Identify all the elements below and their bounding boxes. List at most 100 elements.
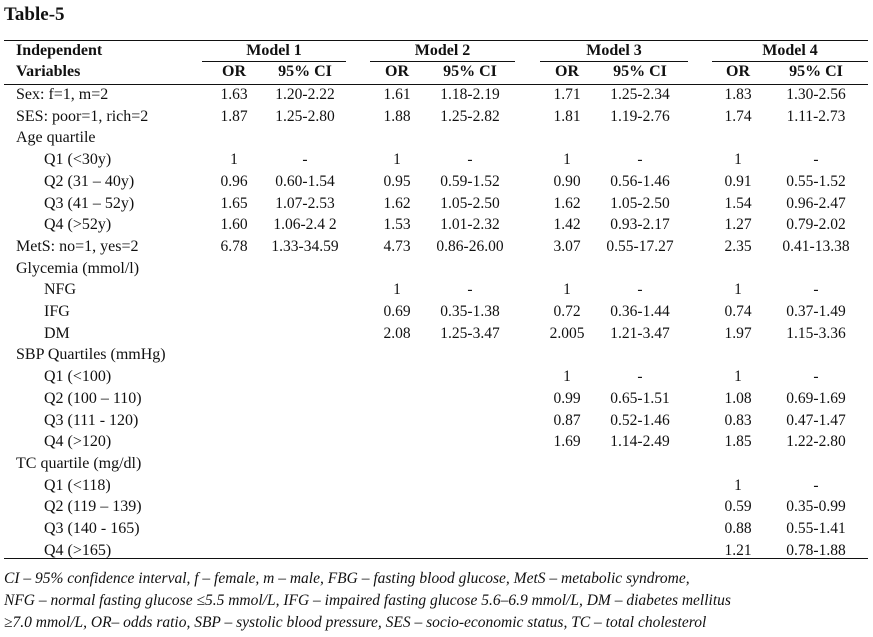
row-label: Q2 (100 – 110) [44, 389, 142, 407]
ci-column-header: 95% CI [278, 63, 332, 80]
or-value: 0.74 [724, 303, 752, 320]
ci-value: 0.37-1.49 [786, 303, 846, 320]
ci-value: 0.96-2.47 [786, 194, 846, 212]
model-header: Model 2 [414, 42, 471, 59]
or-value: 1.53 [383, 216, 411, 234]
or-value: 1.87 [220, 107, 248, 125]
or-value: 1 [734, 281, 742, 299]
or-value: 1 [563, 368, 571, 386]
row-label: SES: poor=1, rich=2 [16, 107, 149, 125]
variables-header-line1: Independent [16, 42, 103, 59]
or-value: 2.005 [549, 324, 585, 342]
model-header: Model 1 [246, 42, 302, 59]
ci-value: 1.25-2.34 [610, 86, 670, 103]
ci-value: 0.52-1.46 [610, 411, 670, 429]
ci-value: 0.55-1.52 [786, 172, 846, 190]
model-group-rule [370, 61, 515, 62]
or-value: 0.87 [553, 411, 581, 429]
or-value: 0.96 [220, 172, 248, 190]
ci-value: 1.01-2.32 [440, 216, 500, 234]
ci-value: 0.55-1.41 [786, 520, 846, 537]
or-value: 1 [734, 476, 742, 494]
or-value: 0.72 [553, 303, 581, 320]
or-value: 0.95 [383, 172, 411, 190]
ci-value: 1.14-2.49 [610, 433, 670, 451]
ci-value: 1.25-3.47 [440, 324, 500, 342]
or-value: 1.27 [724, 216, 752, 234]
ci-value: 0.69-1.69 [786, 389, 846, 407]
variables-header-line2: Variables [16, 63, 81, 80]
or-value: 1.54 [724, 194, 752, 212]
ci-value: - [302, 151, 308, 169]
ci-value: 1.25-2.80 [275, 107, 335, 125]
ci-value: 0.60-1.54 [275, 172, 335, 190]
or-value: 1.88 [383, 107, 411, 125]
or-value: 1.85 [724, 433, 752, 451]
or-value: 2.08 [383, 324, 411, 342]
row-label: SBP Quartiles (mmHg) [16, 346, 166, 364]
ci-value: 1.20-2.22 [275, 86, 335, 103]
ci-value: - [467, 281, 473, 299]
ci-value: 0.35-0.99 [786, 498, 846, 516]
row-label: DM [44, 324, 70, 342]
ci-value: 1.19-2.76 [610, 107, 670, 125]
or-value: 1.60 [220, 216, 248, 234]
top-rule [4, 40, 868, 41]
or-value: 1.74 [724, 107, 752, 125]
ci-value: 1.30-2.56 [786, 86, 846, 103]
ci-value: - [813, 281, 819, 299]
ci-value: - [637, 151, 643, 169]
footnote-line: NFG – normal fasting glucose ≤5.5 mmol/L… [4, 592, 731, 609]
ci-value: 0.56-1.46 [610, 172, 670, 190]
ci-value: 1.33-34.59 [271, 237, 339, 255]
footnote-line: CI – 95% confidence interval, f – female… [4, 570, 690, 587]
header-rule [4, 84, 868, 85]
or-value: 4.73 [383, 237, 411, 255]
ci-value: - [637, 368, 643, 386]
row-label: MetS: no=1, yes=2 [16, 237, 139, 255]
or-value: 1.62 [383, 194, 411, 212]
or-column-header: OR [385, 63, 409, 80]
ci-value: - [813, 151, 819, 169]
ci-value: 1.07-2.53 [275, 194, 335, 212]
row-label: Glycemia (mmol/l) [16, 259, 140, 277]
ci-value: 1.15-3.36 [786, 324, 846, 342]
row-label: Q1 (<100) [44, 368, 112, 386]
row-label: Q3 (111 - 120) [44, 411, 139, 429]
or-value: 1.63 [220, 86, 248, 103]
row-label: IFG [44, 303, 70, 320]
or-value: 1 [734, 368, 742, 386]
row-label: Q2 (31 – 40y) [44, 172, 135, 190]
or-value: 1.61 [383, 86, 411, 103]
ci-value: 0.47-1.47 [786, 411, 846, 429]
ci-value: 0.35-1.38 [440, 303, 500, 320]
or-value: 0.83 [724, 411, 752, 429]
or-value: 0.88 [724, 520, 752, 537]
or-value: 6.78 [220, 237, 248, 255]
ci-value: 1.21-3.47 [610, 324, 670, 342]
ci-value: 0.36-1.44 [610, 303, 670, 320]
or-value: 1.42 [553, 216, 581, 234]
ci-value: - [813, 368, 819, 386]
row-label: Sex: f=1, m=2 [16, 86, 109, 103]
or-value: 1.08 [724, 389, 752, 407]
or-value: 1.97 [724, 324, 752, 342]
ci-column-header: 95% CI [789, 63, 843, 80]
ci-value: 0.41-13.38 [782, 237, 850, 255]
ci-column-header: 95% CI [613, 63, 667, 80]
ci-value: 1.05-2.50 [440, 194, 500, 212]
row-label: NFG [44, 281, 77, 299]
ci-value: 1.18-2.19 [440, 86, 500, 103]
table-title: Table-5 [4, 4, 65, 25]
row-label: Age quartile [16, 129, 96, 147]
row-label: Q4 (>165) [44, 541, 112, 559]
or-value: 1.81 [553, 107, 581, 125]
ci-value: 0.86-26.00 [436, 237, 504, 255]
or-value: 1 [734, 151, 742, 169]
ci-value: - [813, 476, 819, 494]
or-value: 3.07 [553, 237, 581, 255]
ci-value: 0.65-1.51 [610, 389, 670, 407]
model-group-rule [540, 61, 688, 62]
footnote-line: ≥7.0 mmol/L, OR– odds ratio, SBP – systo… [4, 614, 707, 631]
or-value: 2.35 [724, 237, 752, 255]
